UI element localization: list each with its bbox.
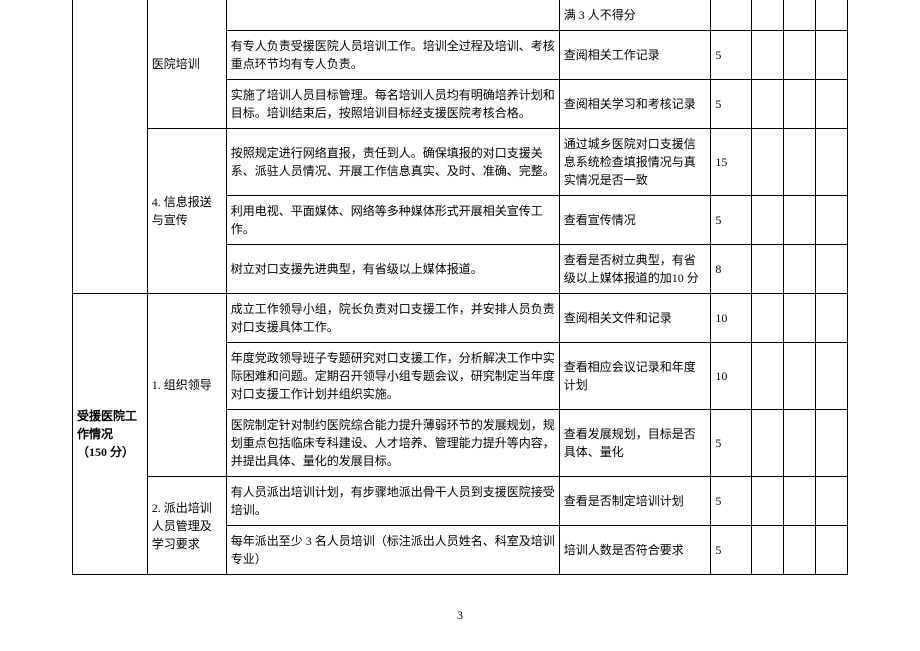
cell-criteria: 有专人负责受援医院人员培训工作。培训全过程及培训、考核重点环节均有专人负责。 [226,31,559,80]
cell-method: 查看发展规划，目标是否具体、量化 [559,410,711,477]
cell-criteria: 每年派出至少 3 名人员培训（标注派出人员姓名、科室及培训专业） [226,526,559,575]
cell-score: 5 [711,526,752,575]
cell-category: 1. 组织领导 [147,294,226,477]
cell-criteria: 有人员派出培训计划，有步骤地派出骨干人员到支援医院接受培训。 [226,477,559,526]
cell-method: 查阅相关学习和考核记录 [559,80,711,129]
table-row: 医院培训 满 3 人不得分 [73,0,848,31]
cell-criteria: 树立对口支援先进典型，有省级以上媒体报道。 [226,245,559,294]
cell-method: 查看宣传情况 [559,196,711,245]
cell-score: 5 [711,80,752,129]
cell-criteria: 年度党政领导班子专题研究对口支援工作，分析解决工作中实际困难和问题。定期召开领导… [226,343,559,410]
cell-criteria: 利用电视、平面媒体、网络等多种媒体形式开展相关宣传工作。 [226,196,559,245]
cell-criteria [226,0,559,31]
cell-section: 受援医院工作情况（150 分） [73,294,148,575]
cell-method: 培训人数是否符合要求 [559,526,711,575]
cell-method: 查看是否树立典型，有省级以上媒体报道的加10 分 [559,245,711,294]
cell-criteria: 成立工作领导小组，院长负责对口支援工作，并安排人员负责对口支援具体工作。 [226,294,559,343]
evaluation-table: 医院培训 满 3 人不得分 有专人负责受援医院人员培训工作。培训全过程及培训、考… [72,0,848,575]
cell-criteria: 实施了培训人员目标管理。每名培训人员均有明确培养计划和目标。培训结束后，按照培训… [226,80,559,129]
cell-score: 5 [711,477,752,526]
cell-method: 查看是否制定培训计划 [559,477,711,526]
cell-score: 5 [711,410,752,477]
cell-score: 15 [711,129,752,196]
cell-criteria: 医院制定针对制约医院综合能力提升薄弱环节的发展规划，规划重点包括临床专科建设、人… [226,410,559,477]
cell-score: 10 [711,294,752,343]
cell-category: 4. 信息报送与宣传 [147,129,226,294]
cell-score: 5 [711,196,752,245]
cell-criteria: 按照规定进行网络直报，责任到人。确保填报的对口支援关系、派驻人员情况、开展工作信… [226,129,559,196]
cell-score: 8 [711,245,752,294]
cell-category: 医院培训 [147,0,226,129]
cell-score [711,0,752,31]
cell-score: 5 [711,31,752,80]
cell-category: 2. 派出培训人员管理及学习要求 [147,477,226,575]
page-number: 3 [0,608,920,623]
cell-method: 查看相应会议记录和年度计划 [559,343,711,410]
cell-method: 查阅相关工作记录 [559,31,711,80]
table-row: 4. 信息报送与宣传 按照规定进行网络直报，责任到人。确保填报的对口支援关系、派… [73,129,848,196]
cell-method: 通过城乡医院对口支援信息系统检查填报情况与真实情况是否一致 [559,129,711,196]
cell-method: 查阅相关文件和记录 [559,294,711,343]
cell-score: 10 [711,343,752,410]
table-row: 2. 派出培训人员管理及学习要求 有人员派出培训计划，有步骤地派出骨干人员到支援… [73,477,848,526]
cell-method: 满 3 人不得分 [559,0,711,31]
table-row: 受援医院工作情况（150 分） 1. 组织领导 成立工作领导小组，院长负责对口支… [73,294,848,343]
